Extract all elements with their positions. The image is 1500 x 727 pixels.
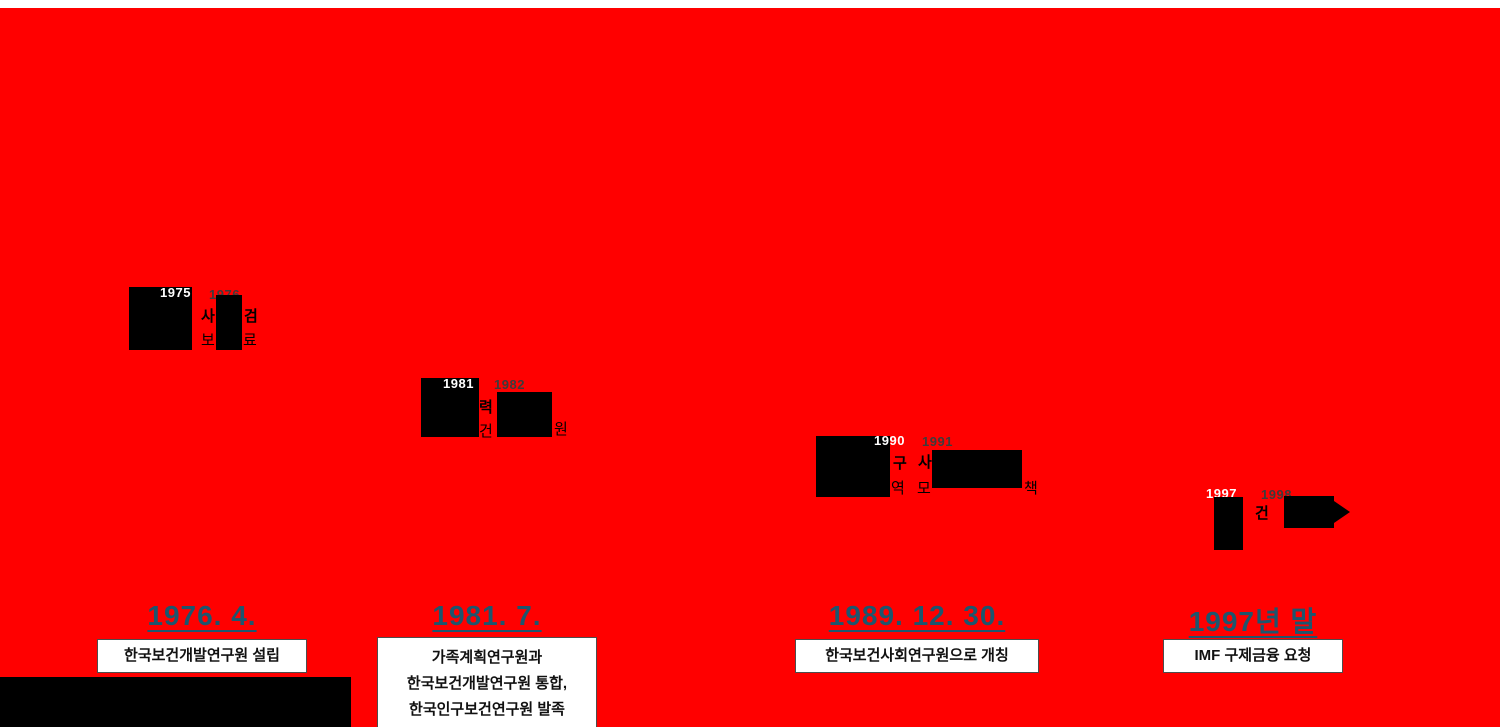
milestone-label: 한국보건개발연구원 설립 (97, 639, 307, 673)
milestone-date: 1989. 12. 30. (828, 600, 1006, 631)
milestone-label-line: 가족계획연구원과 (431, 648, 543, 666)
image-placeholder (1214, 497, 1243, 550)
milestone-label-line: IMF 구제금융 요청 (1194, 647, 1312, 664)
caption-fragment: 구 (893, 455, 907, 472)
milestone-label: 가족계획연구원과 한국보건개발연구원 통합, 한국인구보건연구원 발족 (377, 637, 597, 727)
caption-fragment: 역 (891, 480, 905, 497)
milestone-label-line: 한국보건개발연구원 설립 (124, 647, 280, 664)
image-placeholder (216, 295, 242, 350)
year-label: 1982 (494, 377, 525, 392)
caption-fragment: 검 (244, 308, 258, 325)
red-background (0, 8, 1500, 727)
milestone-label-line: 한국보건개발연구원 통합, (406, 674, 568, 692)
milestone-label-line: 한국보건사회연구원으로 개칭 (825, 647, 1009, 664)
milestone-date: 1976. 4. (147, 600, 257, 631)
milestone-label: 한국보건사회연구원으로 개칭 (795, 639, 1039, 673)
image-placeholder (1284, 496, 1334, 528)
caption-fragment: 책 (1024, 480, 1038, 497)
milestone-label: IMF 구제금융 요청 (1163, 639, 1343, 673)
image-placeholder (129, 287, 192, 350)
image-placeholder (421, 378, 479, 437)
caption-fragment: 보 (201, 332, 215, 349)
caption-fragment: 건 (1255, 505, 1269, 522)
milestone-label-line: 한국인구보건연구원 발족 (409, 700, 565, 718)
milestone-date: 1981. 7. (432, 600, 542, 631)
footer-image-placeholder (0, 677, 351, 727)
caption-fragment: 사 (201, 308, 215, 325)
year-label: 1998 (1261, 487, 1292, 502)
arrow-right-icon (1334, 501, 1350, 523)
caption-fragment: 력 (479, 399, 493, 416)
image-placeholder (816, 436, 890, 497)
caption-fragment: 모 (917, 480, 931, 497)
caption-fragment: 료 (243, 332, 257, 349)
year-label: 1991 (922, 434, 953, 449)
caption-fragment: 원 (554, 421, 568, 438)
year-label: 1975 (160, 285, 191, 300)
year-label: 1981 (443, 376, 474, 391)
caption-fragment: 사 (918, 454, 932, 471)
milestone-date: 1997년 말 (1188, 606, 1318, 637)
image-placeholder (932, 450, 1022, 488)
image-placeholder (497, 392, 552, 437)
caption-fragment: 건 (479, 423, 493, 440)
year-label: 1990 (874, 433, 905, 448)
